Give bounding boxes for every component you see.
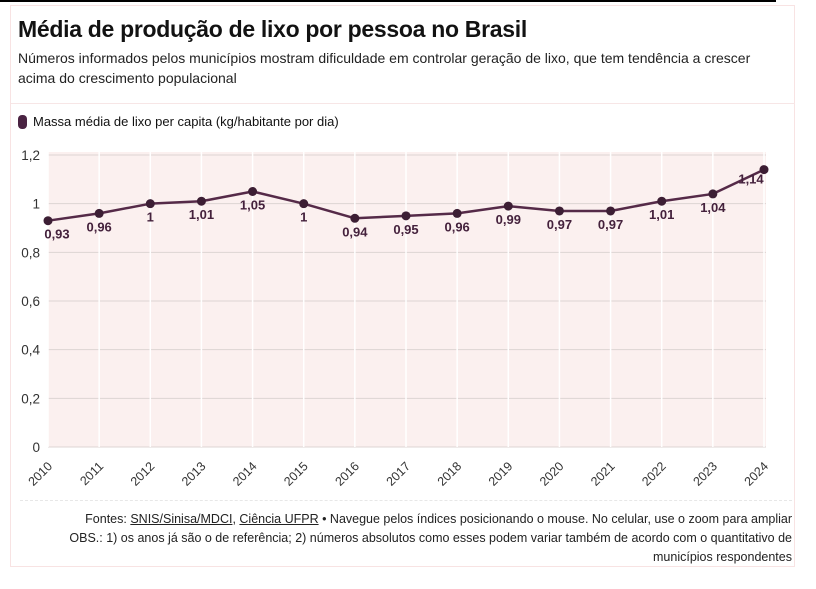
- data-point[interactable]: [452, 208, 462, 218]
- x-axis-tick-label: 2022: [639, 459, 669, 489]
- data-point-label: 1,14: [738, 172, 764, 187]
- data-point-label: 1: [300, 210, 307, 225]
- data-point[interactable]: [350, 213, 360, 223]
- y-axis-tick-label: 0: [32, 440, 40, 455]
- chart-footer: Fontes: SNIS/Sinisa/MDCI, Ciência UFPR •…: [20, 500, 792, 566]
- x-axis-tick-label: 2013: [179, 459, 209, 489]
- data-point[interactable]: [708, 189, 718, 199]
- x-axis-tick-label: 2010: [26, 459, 56, 489]
- data-point-label: 1,01: [649, 207, 674, 222]
- chart-header: Média de produção de lixo por pessoa no …: [18, 16, 778, 88]
- y-axis-tick-label: 1: [32, 197, 40, 212]
- data-point[interactable]: [94, 208, 104, 218]
- x-axis-tick-label: 2016: [332, 459, 362, 489]
- x-axis-tick-label: 2023: [690, 459, 720, 489]
- data-point-label: 1,04: [700, 200, 726, 215]
- x-axis-tick-label: 2019: [486, 459, 516, 489]
- data-point[interactable]: [606, 206, 616, 216]
- legend-swatch-icon: [18, 114, 27, 129]
- header-divider: [11, 103, 795, 104]
- x-axis-tick-label: 2024: [742, 459, 772, 489]
- line-chart-svg[interactable]: 0 0,2 0,4 0,6 0,8 1 1,2 2010 2011 2012 2013 2014 201…: [0, 140, 816, 490]
- data-point[interactable]: [657, 196, 667, 206]
- y-axis-tick-label: 0,2: [21, 391, 40, 406]
- footer-sources-prefix: Fontes:: [85, 512, 131, 526]
- data-point-label: 1: [147, 210, 154, 225]
- data-point-label: 0,96: [444, 219, 469, 234]
- data-point[interactable]: [503, 201, 513, 211]
- data-point[interactable]: [401, 211, 411, 221]
- data-point[interactable]: [554, 206, 564, 216]
- chart-subtitle: Números informados pelos municípios most…: [18, 50, 751, 86]
- y-axis-tick-label: 0,6: [21, 294, 40, 309]
- data-point-label: 0,96: [86, 219, 111, 234]
- data-point-label: 0,99: [496, 212, 521, 227]
- plot-area[interactable]: [48, 152, 766, 447]
- x-axis-tick-label: 2017: [384, 459, 414, 489]
- data-point-label: 0,94: [342, 224, 368, 239]
- y-axis-tick-label: 1,2: [21, 148, 40, 163]
- x-axis-tick-label: 2011: [77, 459, 106, 488]
- data-point-label: 0,93: [44, 227, 69, 242]
- data-point[interactable]: [196, 196, 206, 206]
- x-axis-tick-label: 2012: [128, 459, 158, 489]
- chart-legend: Massa média de lixo per capita (kg/habit…: [18, 114, 339, 129]
- data-point[interactable]: [145, 199, 155, 209]
- legend-label: Massa média de lixo per capita (kg/habit…: [33, 114, 339, 129]
- data-point-label: 1,05: [240, 198, 265, 213]
- x-axis-tick-label: 2014: [230, 459, 260, 489]
- data-point[interactable]: [248, 187, 258, 196]
- y-axis-tick-label: 0,4: [21, 343, 40, 358]
- source-link-ufpr[interactable]: Ciência UFPR: [239, 512, 319, 526]
- data-point[interactable]: [43, 216, 53, 226]
- source-link-snis[interactable]: SNIS/Sinisa/MDCI: [130, 512, 233, 526]
- line-chart-canvas[interactable]: 0 0,2 0,4 0,6 0,8 1 1,2 2010 2011 2012 2013 2014 201…: [0, 140, 816, 490]
- data-point-label: 1,01: [189, 207, 214, 222]
- footer-nav-note: • Navegue pelos índices posicionando o m…: [318, 512, 792, 526]
- data-point-label: 0,95: [393, 222, 418, 237]
- x-axis-tick-label: 2020: [537, 459, 567, 489]
- data-point-label: 0,97: [598, 217, 623, 232]
- data-point[interactable]: [759, 165, 769, 175]
- footer-comma: ,: [232, 512, 240, 526]
- footer-obs-note: OBS.: 1) os anos já são o de referência;…: [69, 530, 792, 564]
- x-axis-tick-label: 2018: [435, 459, 465, 489]
- top-accent-rule: [0, 0, 776, 2]
- x-axis-tick-label: 2015: [281, 459, 311, 489]
- data-point[interactable]: [299, 199, 309, 209]
- data-point-label: 0,97: [547, 217, 572, 232]
- y-axis-tick-label: 0,8: [21, 245, 40, 260]
- chart-title: Média de produção de lixo por pessoa no …: [18, 16, 527, 42]
- x-axis-tick-label: 2021: [588, 459, 618, 489]
